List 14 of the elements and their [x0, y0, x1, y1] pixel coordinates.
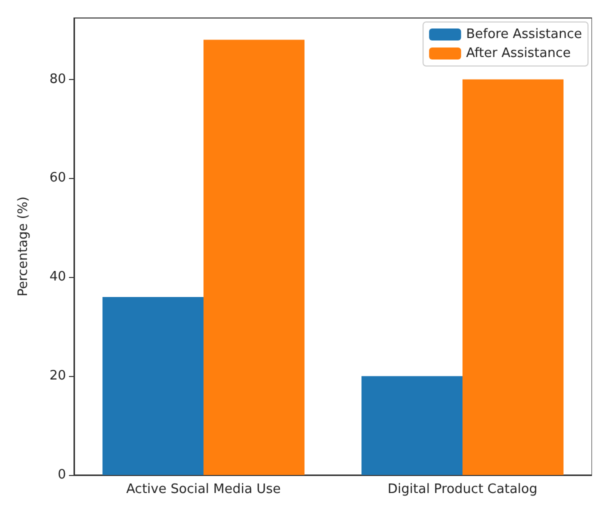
- legend-label: After Assistance: [466, 46, 571, 61]
- bar: [102, 296, 204, 475]
- legend-label: Before Assistance: [466, 27, 582, 42]
- bar: [462, 79, 564, 475]
- y-tick-label: 40: [49, 270, 66, 285]
- x-tick-label: Active Social Media Use: [126, 482, 281, 497]
- x-tick-label: Digital Product Catalog: [388, 482, 538, 497]
- y-tick-label: 0: [58, 468, 66, 482]
- y-tick-label: 60: [49, 170, 66, 186]
- y-tick-label: 80: [49, 72, 66, 87]
- bar: [204, 40, 305, 475]
- y-axis-title: Percentage (%): [16, 196, 31, 296]
- y-tick-label: 20: [49, 368, 66, 384]
- bar: [361, 376, 462, 475]
